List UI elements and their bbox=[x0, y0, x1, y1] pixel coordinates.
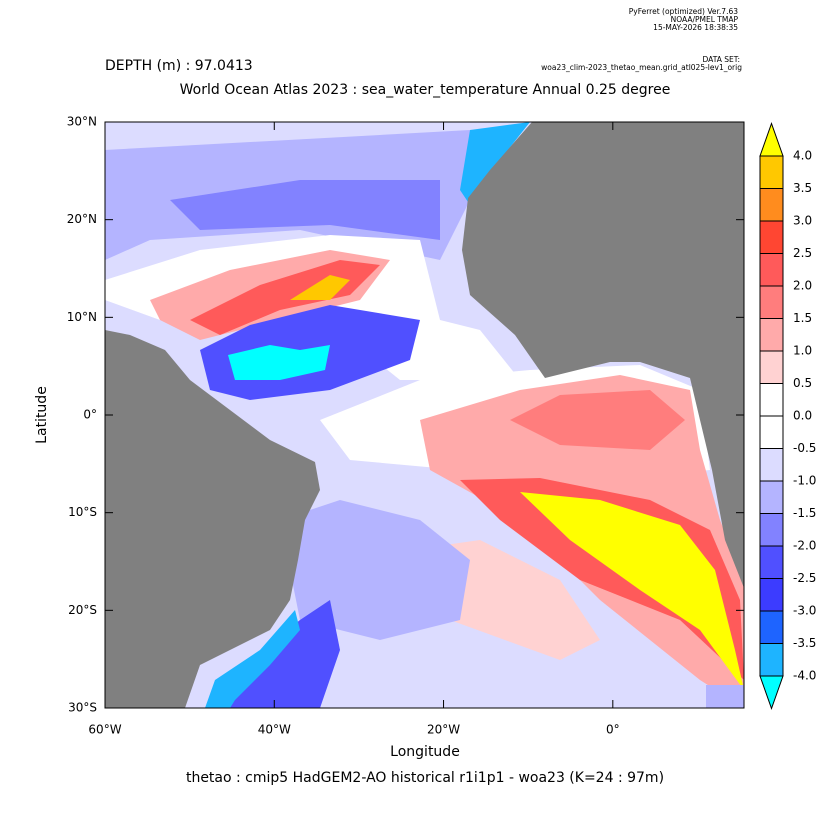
colorbar-label: 3.5 bbox=[793, 181, 812, 195]
colorbar-label: 0.5 bbox=[793, 376, 812, 390]
x-tick-label: 0° bbox=[606, 723, 620, 737]
colorbar-cell bbox=[759, 578, 784, 612]
colorbar-cell bbox=[759, 383, 784, 417]
colorbar-label: 1.0 bbox=[793, 344, 812, 358]
colorbar-label: 0.0 bbox=[793, 409, 812, 423]
colorbar-cell bbox=[759, 415, 784, 449]
colorbar-cell bbox=[759, 643, 784, 677]
colorbar-cell bbox=[759, 318, 784, 352]
colorbar-label: -3.5 bbox=[793, 636, 816, 650]
field-area bbox=[706, 685, 744, 708]
header: 15-MAY-2026 18:38:35 bbox=[653, 23, 738, 32]
field-area bbox=[290, 275, 350, 300]
x-tick-label: 60°W bbox=[88, 723, 121, 737]
y-tick-label: 30°S bbox=[68, 701, 97, 715]
y-tick-label: 20°S bbox=[68, 603, 97, 617]
colorbar-cell bbox=[759, 480, 784, 514]
y-tick-label: 30°N bbox=[67, 115, 97, 129]
colorbar-label: -4.0 bbox=[793, 669, 816, 683]
field-area bbox=[460, 122, 530, 205]
colorbar: -4.0 -3.5 -3.0 -2.5 -2.0 -1.5 -1.0 -0.5 0.0 0.5 1.… bbox=[759, 122, 816, 710]
colorbar-extend bbox=[759, 122, 784, 157]
chart-title: World Ocean Atlas 2023 : sea_water_tempe… bbox=[180, 82, 671, 98]
dataset-label: DATA SET: bbox=[703, 55, 741, 64]
colorbar-extend bbox=[759, 675, 784, 710]
colorbar-label: -1.0 bbox=[793, 474, 816, 488]
field-area bbox=[510, 390, 685, 450]
y-axis-label: Latitude bbox=[34, 386, 50, 444]
y-tick-label: 10°N bbox=[67, 310, 97, 324]
colorbar-cell bbox=[759, 350, 784, 384]
axes: 60°W 40°W 20°W 0° 30°S 20°S 10°S 0° 10°N 20°N 30°N bbox=[67, 115, 744, 737]
colorbar-cell bbox=[759, 220, 784, 254]
colorbar-label: 4.0 bbox=[793, 149, 812, 163]
colorbar-label: -2.0 bbox=[793, 539, 816, 553]
colorbar-label: 2.5 bbox=[793, 246, 812, 260]
x-axis-label: Longitude bbox=[390, 744, 460, 760]
colorbar-label: -1.5 bbox=[793, 506, 816, 520]
header: NOAA/PMEL TMAP bbox=[671, 15, 739, 24]
colorbar-cell bbox=[759, 155, 784, 189]
field-area bbox=[170, 180, 440, 240]
land bbox=[462, 122, 744, 588]
header: PyFerret (optimized) Ver.7.63 bbox=[629, 7, 738, 16]
colorbar-cell bbox=[759, 448, 784, 482]
field-area bbox=[205, 610, 300, 708]
dataset: woa23_clim-2023_thetao_mean.grid_atl025-… bbox=[541, 63, 742, 72]
field-area bbox=[520, 492, 744, 690]
colorbar-cell bbox=[759, 545, 784, 579]
colorbar-cell bbox=[759, 610, 784, 644]
field-area bbox=[230, 600, 340, 708]
y-tick-label: 0° bbox=[83, 408, 97, 422]
colorbar-label: -3.0 bbox=[793, 604, 816, 618]
subtitle: DEPTH (m) : 97.0413 bbox=[105, 58, 253, 74]
colorbar-cell bbox=[759, 285, 784, 319]
field-area bbox=[228, 345, 330, 380]
colorbar-label: 1.5 bbox=[793, 311, 812, 325]
caption: thetao : cmip5 HadGEM2-AO historical r1i… bbox=[186, 770, 664, 786]
y-tick-label: 10°S bbox=[68, 505, 97, 519]
land bbox=[105, 330, 320, 708]
x-tick-label: 40°W bbox=[258, 723, 291, 737]
colorbar-cell bbox=[759, 188, 784, 222]
field bbox=[105, 122, 744, 708]
colorbar-label: 3.0 bbox=[793, 214, 812, 228]
colorbar-cell bbox=[759, 253, 784, 287]
colorbar-label: -0.5 bbox=[793, 441, 816, 455]
y-tick-label: 20°N bbox=[67, 212, 97, 226]
colorbar-label: 2.0 bbox=[793, 279, 812, 293]
colorbar-label: -2.5 bbox=[793, 571, 816, 585]
x-tick-label: 20°W bbox=[427, 723, 460, 737]
colorbar-cell bbox=[759, 513, 784, 547]
